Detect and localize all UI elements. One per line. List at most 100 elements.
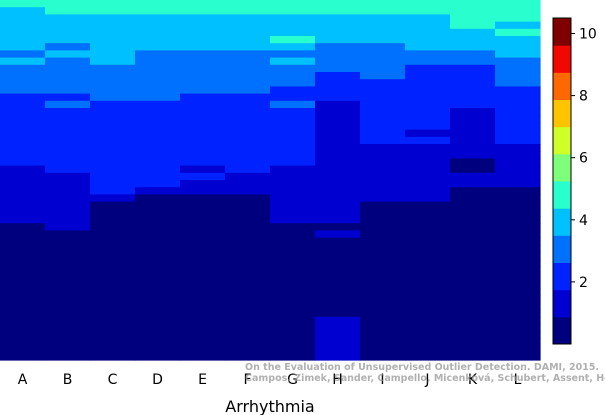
heatmap-cell <box>90 187 136 195</box>
heatmap-cell <box>270 100 316 109</box>
heatmap-cell <box>315 223 361 231</box>
heatmap-cell <box>90 316 136 325</box>
heatmap-cell <box>45 194 91 203</box>
heatmap-cell <box>0 223 46 231</box>
x-tick-label: G <box>287 372 298 388</box>
heatmap-cell <box>315 14 361 23</box>
heatmap-cell <box>0 208 46 217</box>
heatmap-cell <box>225 7 271 15</box>
heatmap-cell <box>315 151 361 159</box>
heatmap-cell <box>90 21 136 30</box>
heatmap-cell <box>180 21 226 30</box>
heatmap-cell <box>495 266 541 275</box>
x-tick-label: F <box>243 372 251 388</box>
heatmap-cell <box>135 237 181 246</box>
heatmap-cell <box>315 93 361 102</box>
x-tick-label: J <box>424 372 429 388</box>
heatmap-cell <box>405 201 451 210</box>
heatmap-cell <box>180 172 226 181</box>
heatmap-cell <box>315 86 361 95</box>
heatmap-cell <box>180 345 226 354</box>
heatmap-cell <box>180 86 226 95</box>
heatmap-cell <box>90 108 136 116</box>
heatmap-cell <box>315 208 361 217</box>
heatmap-cell <box>0 259 46 267</box>
heatmap-cell <box>180 230 226 239</box>
heatmap-cell <box>270 122 316 131</box>
heatmap-cell <box>315 43 361 51</box>
heatmap-cell <box>135 14 181 23</box>
heatmap-cell <box>405 144 451 152</box>
heatmap-cell <box>315 201 361 210</box>
heatmap-cell <box>360 345 406 354</box>
heatmap-cell <box>360 172 406 181</box>
heatmap-cell <box>225 14 271 23</box>
heatmap-cell <box>315 129 361 138</box>
heatmap-cell <box>45 244 91 253</box>
heatmap-cell <box>90 237 136 246</box>
colorbar-segment <box>553 289 571 318</box>
heatmap-cell <box>0 180 46 188</box>
heatmap-cell <box>360 115 406 123</box>
heatmap-cell <box>45 50 91 59</box>
heatmap-cell <box>45 324 91 332</box>
heatmap-cell <box>45 273 91 282</box>
heatmap-cell <box>495 324 541 332</box>
heatmap-cell <box>405 14 451 23</box>
heatmap-cell <box>315 338 361 347</box>
heatmap-cell <box>0 36 46 44</box>
heatmap-cell <box>315 194 361 203</box>
heatmap-cell <box>270 223 316 231</box>
heatmap-cell <box>360 36 406 44</box>
heatmap-cell <box>405 72 451 80</box>
heatmap-cell <box>135 0 181 8</box>
heatmap-cell <box>135 158 181 167</box>
heatmap-cell <box>225 158 271 167</box>
heatmap-cell <box>225 338 271 347</box>
heatmap-cell <box>315 280 361 289</box>
heatmap-cell <box>450 151 496 159</box>
heatmap-cell <box>180 144 226 152</box>
heatmap-cell <box>90 302 136 311</box>
heatmap-cell <box>225 345 271 354</box>
heatmap-cell <box>90 57 136 66</box>
heatmap-cell <box>90 338 136 347</box>
heatmap-cell <box>270 316 316 325</box>
heatmap-cell <box>0 50 46 59</box>
heatmap-cell <box>360 244 406 253</box>
heatmap-cell <box>405 273 451 282</box>
colorbar-segment <box>553 72 571 100</box>
heatmap-cell <box>0 7 46 15</box>
heatmap-cell <box>225 288 271 296</box>
heatmap-cell <box>315 158 361 167</box>
heatmap-cell <box>135 79 181 87</box>
x-tick-label: D <box>152 372 163 388</box>
heatmap-cell <box>180 266 226 275</box>
heatmap-cell <box>495 172 541 181</box>
heatmap-cell <box>315 252 361 260</box>
heatmap-cell <box>180 115 226 123</box>
heatmap-cell <box>450 21 496 30</box>
heatmap-cell <box>270 237 316 246</box>
heatmap-cell <box>225 144 271 152</box>
heatmap-cell <box>315 316 361 325</box>
heatmap-cell <box>405 115 451 123</box>
colorbar-segment <box>553 181 571 209</box>
heatmap-cell <box>225 259 271 267</box>
heatmap-cell <box>360 302 406 311</box>
heatmap-cell <box>135 216 181 224</box>
heatmap-cell <box>450 252 496 260</box>
colorbar-segment <box>553 208 571 236</box>
heatmap-cell <box>495 0 541 8</box>
heatmap-cell <box>360 122 406 131</box>
heatmap-cell <box>360 201 406 210</box>
heatmap-cell <box>270 216 316 224</box>
heatmap-cell <box>450 122 496 131</box>
heatmap-cell <box>405 86 451 95</box>
heatmap-column-E <box>180 0 226 361</box>
heatmap-cell <box>360 273 406 282</box>
heatmap-cell <box>405 252 451 260</box>
heatmap-cell <box>45 223 91 231</box>
heatmap-cell <box>45 216 91 224</box>
heatmap-cell <box>405 136 451 145</box>
